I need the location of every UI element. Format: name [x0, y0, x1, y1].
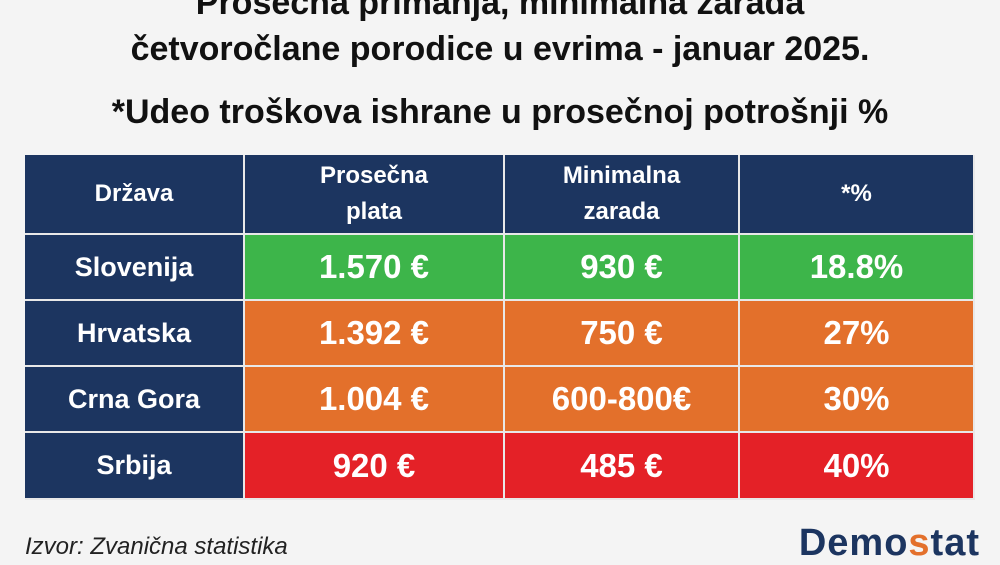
logo-part: tat	[930, 522, 980, 564]
row-label: Crna Gora	[25, 367, 245, 433]
row-label-text: Slovenija	[74, 251, 194, 282]
value-cell: 18.8%	[740, 235, 975, 301]
row-label-text: Hrvatska	[76, 317, 192, 348]
value-cell: 1.004 €	[245, 367, 505, 433]
value-cell-text: 930 €	[580, 248, 663, 285]
row-label: Hrvatska	[25, 301, 245, 367]
value-cell: 1.392 €	[245, 301, 505, 367]
value-cell-text: 920 €	[332, 446, 416, 484]
logo-part: Demo	[798, 522, 909, 564]
value-cell: 600-800€	[505, 367, 740, 433]
value-cell-text: 1.004 €	[318, 380, 430, 417]
value-cell: 30%	[740, 367, 975, 433]
value-cell: 930 €	[505, 235, 740, 301]
value-cell: 920 €	[245, 433, 505, 500]
source: Izvor: Zvanična statistika	[25, 533, 288, 560]
header-cell: Država	[25, 155, 245, 235]
title: četvoročlane porodice u evrima - januar …	[130, 30, 870, 68]
row-label-text: Srbija	[96, 450, 172, 480]
title: Prosečna primanja, minimalna zarada	[195, 0, 805, 22]
value-cell-text: 27%	[823, 314, 890, 351]
row-label: Slovenija	[25, 235, 245, 301]
value-cell: 40%	[740, 433, 975, 500]
subtitle: *Udeo troškova ishrane u prosečnoj potro…	[111, 93, 889, 131]
value-cell-text: 1.392 €	[318, 314, 430, 351]
value-cell: 27%	[740, 301, 975, 367]
value-cell-text: 600-800€	[551, 380, 692, 417]
header-cell: Minimalna zarada	[505, 155, 740, 235]
value-cell-text: 485 €	[580, 446, 663, 484]
table: Država Prosečna plata Minimalna zarada *% Sl…	[25, 155, 975, 500]
value-cell: 1.570 €	[245, 235, 505, 301]
value-cell-text: 30%	[823, 380, 890, 417]
header-cell-text: Država	[94, 180, 174, 207]
logo: Demostat	[799, 522, 980, 565]
value-cell: 750 €	[505, 301, 740, 367]
row-label-text: Crna Gora	[67, 383, 201, 414]
header-cell: *%	[740, 155, 975, 235]
header-cell-text: *%	[841, 180, 872, 207]
header-cell: Prosečna plata	[245, 155, 505, 235]
value-cell-text: 40%	[823, 446, 890, 484]
row-label: Srbija	[25, 433, 245, 500]
value-cell: 485 €	[505, 433, 740, 500]
value-cell-text: 1.570 €	[318, 248, 430, 285]
logo-part: s	[908, 522, 931, 564]
header-cell-text: Minimalna zarada	[562, 162, 681, 225]
value-cell-text: 750 €	[580, 314, 663, 351]
header-cell-text: Prosečna plata	[319, 162, 429, 225]
value-cell-text: 18.8%	[809, 248, 904, 285]
